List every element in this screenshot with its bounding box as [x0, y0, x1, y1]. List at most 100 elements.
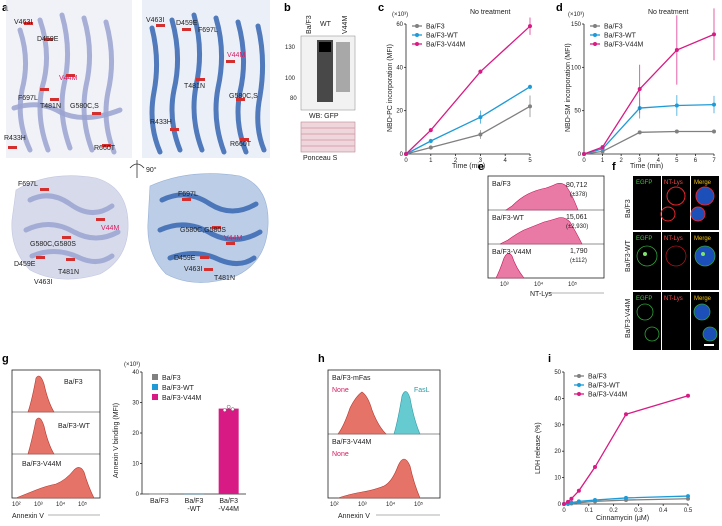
panel-i-label: i	[548, 353, 551, 365]
v44m-band	[336, 42, 350, 92]
x-tick-label: 0	[404, 158, 408, 164]
x-axis-label: Annexin V	[12, 513, 44, 520]
mutation-label: F697L	[18, 95, 38, 102]
chart-c-plot: 0 20 40 60 0 1 2 3 4 5 Ba/F3 Ba/F3-WT Ba/F3-V44M	[396, 17, 532, 164]
data-point	[637, 87, 642, 91]
mfi-sd: (±112)	[570, 258, 587, 264]
mutation-site	[182, 28, 191, 31]
y-tick-label: 20	[554, 449, 561, 455]
mutation-label: T481N	[184, 83, 205, 90]
x-tick-label: 3	[638, 158, 642, 164]
mutation-label: D459E	[174, 255, 196, 262]
wt-band	[317, 40, 333, 102]
x-tick-label: Ba/F3	[150, 498, 169, 505]
data-point	[428, 128, 433, 133]
x-tick: 10⁵	[414, 501, 424, 508]
helix	[29, 249, 115, 264]
kda-marker: 80	[290, 96, 297, 102]
y-tick-label: 150	[571, 22, 582, 28]
chart-title: No treatment	[648, 9, 689, 16]
panel-b-label: b	[284, 2, 291, 14]
data-point	[428, 145, 433, 150]
x-axis-label: Cinnamycin (µM)	[596, 515, 649, 522]
cell	[660, 206, 676, 222]
histogram-frame	[11, 369, 101, 499]
y-tick-label: 30	[132, 401, 139, 407]
panel-d: d (×10³) No treatment NBD-SM incorporati…	[556, 2, 716, 170]
x-tick-label: 4	[657, 158, 661, 164]
legend-swatch	[152, 384, 158, 390]
legend-swatch	[152, 374, 158, 380]
kda-marker: 130	[285, 45, 296, 51]
mutation-site	[92, 112, 101, 115]
mutation-site	[204, 268, 213, 271]
cell	[665, 245, 687, 267]
mutation-site	[44, 38, 53, 41]
data-point	[478, 132, 483, 137]
series-line-Ba/F3	[405, 105, 531, 155]
y-tick-label: 50	[574, 109, 581, 115]
sample-name: Ba/F3-V44M	[22, 461, 61, 468]
x-tick-label: -V44M	[218, 506, 239, 513]
column-title: EGFP	[636, 236, 652, 242]
mutation-site	[240, 138, 249, 141]
micrograph-egfp	[633, 232, 661, 290]
data-point	[428, 139, 433, 143]
structure-top-right: V463I D459E F697L V44M T481N G580C,S R43…	[142, 0, 270, 158]
x-tick-label: 2	[619, 158, 623, 164]
sample-name: Ba/F3-V44M	[492, 249, 531, 256]
x-tick-label: 2	[454, 158, 458, 164]
mutation-label: R660T	[94, 145, 116, 152]
mutation-label: F697L	[18, 181, 38, 188]
x-tick: 10²	[12, 502, 21, 508]
legend-marker	[415, 33, 419, 37]
sample-name: Ba/F3-mFas	[332, 375, 371, 382]
y-axis-label: NBD-PC incorporation (MFI)	[387, 44, 394, 132]
legend-marker	[577, 392, 581, 396]
legend-label: Ba/F3	[588, 374, 607, 381]
x-tick: 10⁵	[78, 501, 88, 508]
x-tick-label: 0.2	[609, 508, 618, 514]
data-point	[582, 152, 586, 156]
helix	[157, 222, 263, 242]
panel-i: i LDH release (%) Cinnamycin (µM) 0 10 20 3…	[535, 353, 693, 522]
legend-marker	[577, 374, 581, 378]
panel-d-label: d	[556, 2, 563, 14]
mutation-site	[182, 198, 191, 201]
micrograph-ntlys	[662, 292, 690, 350]
micrograph-merge	[691, 292, 719, 350]
data-point	[624, 495, 628, 500]
row-label: Ba/F3-WT	[625, 239, 632, 272]
mutation-site	[36, 256, 45, 259]
x-axis-label: Time (min)	[630, 163, 663, 170]
sample-name: Ba/F3-WT	[492, 215, 525, 222]
row-label: Ba/F3	[625, 199, 632, 218]
x-tick-label: 0.1	[585, 508, 594, 514]
helix	[167, 251, 257, 266]
data-point	[674, 48, 679, 52]
helix	[23, 222, 121, 241]
legend-label: Ba/F3-V44M	[162, 395, 201, 402]
sample-name: Ba/F3	[64, 379, 83, 386]
x-tick-label: 3	[479, 158, 483, 164]
micrograph-egfp	[633, 292, 661, 350]
panel-h-label: h	[318, 353, 325, 365]
sample-name: Ba/F3	[492, 181, 511, 188]
replicate-point	[230, 407, 235, 412]
data-point	[674, 129, 679, 134]
panel-e: e Ba/F3 80,712 (±378) Ba/F3-WT 15,061 (±…	[478, 161, 605, 298]
x-tick-label: 0.3	[634, 508, 643, 514]
y-tick-label: 10	[554, 476, 561, 482]
legend-marker	[593, 24, 597, 28]
mutation-site	[50, 98, 59, 101]
mutation-label: G580C,S	[229, 93, 258, 100]
legend-label: Ba/F3-V44M	[604, 42, 643, 49]
histogram-v44m-none	[337, 458, 421, 499]
legend-label: Ba/F3	[162, 375, 181, 382]
structure-bottom-left: F697L V44M G580C,G580S D459E T481N V463I	[11, 175, 129, 286]
helix	[27, 193, 115, 215]
cell	[702, 326, 718, 342]
cell	[644, 326, 660, 342]
data-point	[569, 496, 574, 501]
